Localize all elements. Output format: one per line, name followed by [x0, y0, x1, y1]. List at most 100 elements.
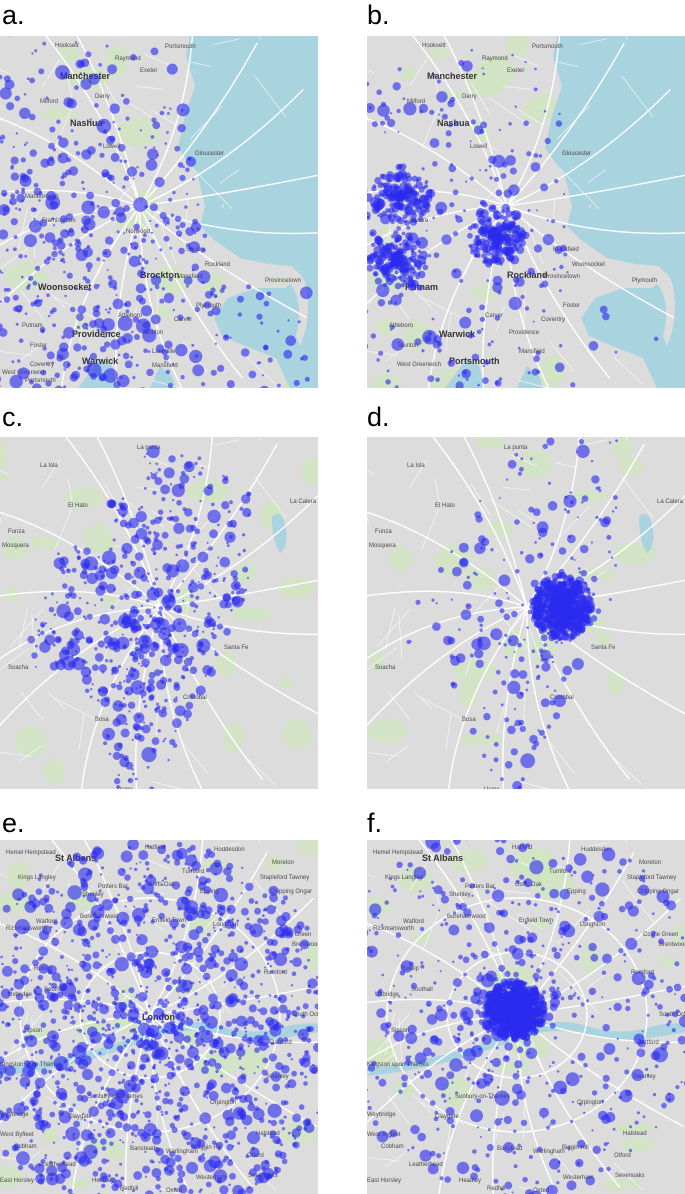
map-marker — [423, 202, 431, 210]
map-marker — [496, 1086, 500, 1089]
map-marker — [69, 981, 74, 987]
map-marker — [12, 958, 19, 965]
map-marker — [83, 615, 86, 619]
map-marker — [422, 261, 426, 265]
map-marker — [654, 1064, 659, 1069]
map-marker — [213, 294, 218, 298]
map-marker — [500, 1187, 504, 1191]
map-marker — [91, 683, 94, 686]
map-marker — [396, 954, 399, 957]
map-marker — [583, 1111, 586, 1115]
map-marker — [406, 175, 413, 182]
map-marker — [207, 483, 214, 490]
map-marker — [398, 263, 403, 268]
map-marker — [173, 522, 185, 534]
map-marker — [516, 1046, 524, 1054]
map-marker — [194, 1034, 198, 1038]
map-marker — [185, 167, 190, 173]
map-marker — [547, 501, 558, 511]
map-marker — [69, 1007, 73, 1011]
map-marker — [508, 945, 518, 954]
map-marker — [484, 359, 490, 365]
map-marker — [503, 929, 509, 935]
map-marker — [571, 658, 584, 670]
map-marker — [636, 1111, 640, 1115]
map-marker — [501, 161, 508, 168]
map-marker — [428, 189, 433, 194]
map-marker — [465, 180, 468, 183]
map-marker — [118, 1001, 128, 1011]
map-marker — [48, 142, 55, 150]
map-marker — [435, 377, 440, 383]
place-label: East Horsley — [367, 1178, 401, 1184]
map-marker — [143, 455, 146, 458]
map-b[interactable]: Hooksett Raymond Portsmouth Manchester Exete… — [367, 36, 685, 388]
map-marker — [396, 108, 401, 114]
map-marker — [29, 113, 36, 121]
map-marker — [617, 869, 622, 874]
map-marker — [171, 483, 185, 497]
map-marker — [201, 1066, 209, 1074]
map-marker — [136, 1039, 145, 1049]
map-marker — [374, 931, 379, 936]
map-marker — [390, 884, 395, 889]
map-marker — [375, 257, 385, 266]
map-marker — [6, 287, 11, 292]
map-marker — [301, 1036, 308, 1043]
map-marker — [46, 190, 57, 202]
map-marker — [63, 385, 67, 388]
map-marker — [532, 508, 541, 516]
map-marker — [236, 945, 244, 953]
map-marker — [194, 528, 201, 535]
map-marker — [73, 545, 78, 549]
map-marker — [292, 1113, 301, 1123]
map-marker — [535, 664, 540, 669]
map-marker — [152, 539, 163, 551]
map-marker — [101, 899, 113, 911]
map-marker — [143, 721, 146, 724]
map-marker — [571, 608, 577, 614]
map-marker — [295, 948, 300, 953]
map-marker — [65, 213, 74, 221]
map-marker — [378, 350, 384, 356]
map-marker — [130, 355, 134, 359]
map-marker — [553, 951, 561, 960]
map-marker — [614, 506, 618, 509]
map-marker — [48, 314, 51, 318]
map-marker — [38, 1163, 42, 1167]
map-a[interactable]: Hooksett Raymond Portsmouth Manchester Exete… — [0, 36, 318, 388]
map-marker — [47, 965, 57, 975]
map-marker — [518, 670, 528, 679]
map-marker — [49, 1160, 53, 1165]
map-marker — [182, 942, 193, 952]
map-marker — [98, 664, 107, 673]
map-marker — [6, 1107, 13, 1114]
map-marker — [154, 477, 163, 486]
map-marker — [496, 670, 501, 675]
map-marker — [171, 1072, 177, 1077]
map-marker — [477, 636, 491, 651]
map-marker — [144, 1011, 149, 1016]
map-marker — [589, 894, 596, 901]
map-marker — [54, 385, 64, 388]
map-d[interactable]: La punta La Isla El Hato La Calera Funza Mosq… — [367, 437, 685, 789]
map-marker — [667, 1097, 671, 1102]
map-marker — [191, 263, 199, 271]
map-marker — [495, 189, 503, 197]
map-marker — [27, 635, 36, 644]
map-marker — [94, 897, 99, 902]
map-marker — [515, 960, 520, 965]
map-marker — [187, 866, 190, 870]
map-marker — [84, 661, 88, 664]
place-label: Santa Fe — [591, 645, 616, 651]
map-marker — [42, 1130, 45, 1133]
map-marker — [139, 320, 141, 323]
map-marker — [155, 1091, 159, 1095]
map-marker — [100, 574, 105, 579]
map-marker — [555, 120, 563, 127]
map-marker — [500, 703, 504, 707]
map-marker — [61, 1008, 68, 1015]
